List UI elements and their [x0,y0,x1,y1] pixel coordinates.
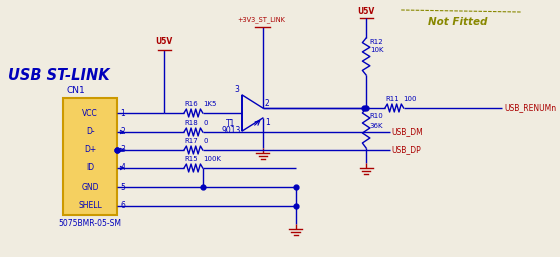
Text: R16: R16 [184,101,198,107]
Text: 4: 4 [120,163,125,172]
Text: R17: R17 [184,138,198,144]
Text: VCC: VCC [82,108,98,117]
Text: U5V: U5V [156,37,173,46]
Text: R11: R11 [385,96,399,102]
Text: 1: 1 [120,108,125,117]
Text: 2: 2 [120,127,125,136]
Text: 100K: 100K [204,156,222,162]
Text: R10: R10 [370,113,384,119]
Text: ID: ID [86,163,94,172]
Bar [63,98,118,215]
Text: 10K: 10K [370,47,384,53]
Text: R15: R15 [184,156,198,162]
Text: 1K5: 1K5 [204,101,217,107]
Text: +3V3_ST_LINK: +3V3_ST_LINK [237,16,285,23]
Text: R18: R18 [184,120,198,126]
Text: D+: D+ [84,145,96,154]
Text: SHELL: SHELL [78,201,102,210]
Text: T1: T1 [226,119,236,128]
Text: USB ST-LINK: USB ST-LINK [7,68,109,83]
Text: 3: 3 [235,85,239,94]
Text: GND: GND [81,182,99,191]
Text: U5V: U5V [357,7,375,16]
Text: USB_DP: USB_DP [391,145,421,154]
Text: 5: 5 [120,182,125,191]
Text: 3: 3 [120,145,125,154]
Text: D-: D- [86,127,95,136]
Text: 9013: 9013 [221,126,241,135]
Text: 100: 100 [404,96,417,102]
Text: R12: R12 [370,39,384,45]
Text: 5075BMR-05-SM: 5075BMR-05-SM [59,219,122,228]
Text: 0: 0 [204,138,208,144]
Text: USB_DM: USB_DM [391,127,423,136]
Text: USB_RENUMn: USB_RENUMn [504,104,556,113]
Text: 0: 0 [204,120,208,126]
Text: 36K: 36K [370,123,384,129]
Text: 1: 1 [265,118,269,127]
Text: 2: 2 [265,99,269,108]
Text: CN1: CN1 [67,86,86,95]
Text: 6: 6 [120,201,125,210]
Text: Not Fitted: Not Fitted [428,17,487,27]
